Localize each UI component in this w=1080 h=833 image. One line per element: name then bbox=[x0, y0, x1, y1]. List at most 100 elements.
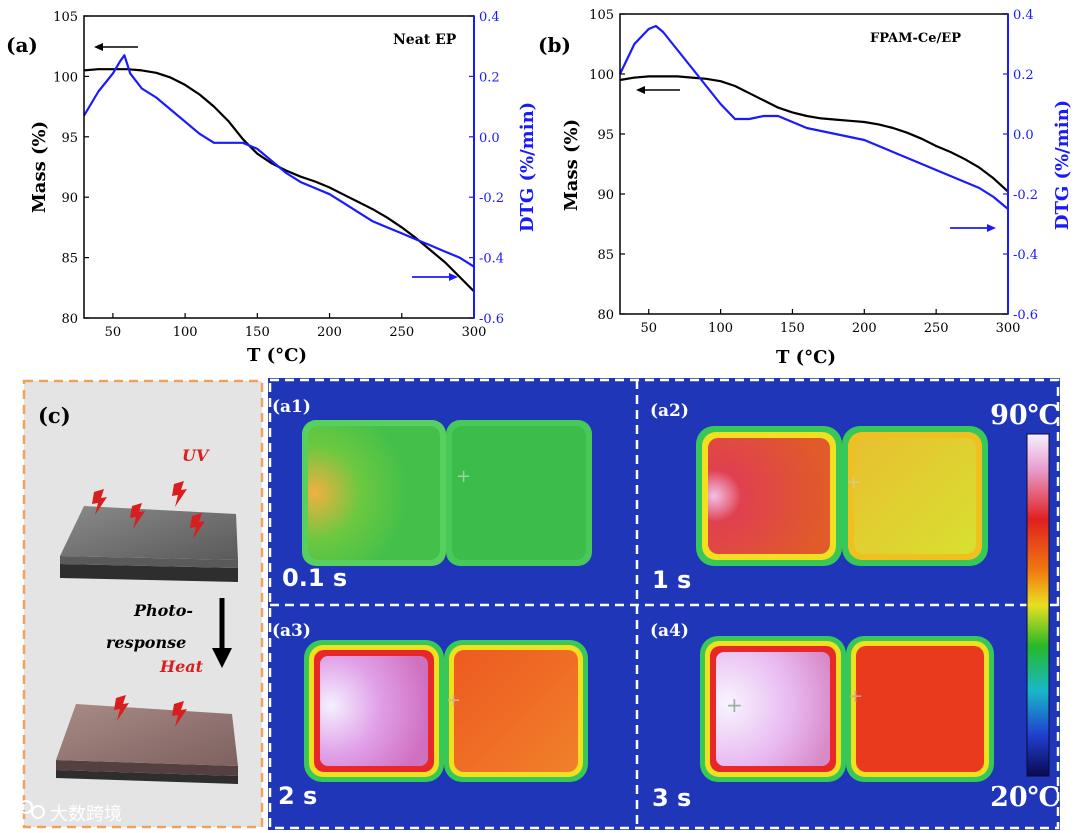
crosshair-icon: + bbox=[848, 686, 863, 707]
y2-tick-label: -0.4 bbox=[479, 252, 504, 267]
y-tick-label: 95 bbox=[61, 131, 78, 146]
chart-a-series bbox=[83, 54, 475, 293]
x-tick-label: 250 bbox=[389, 325, 414, 340]
x-tick-label: 250 bbox=[924, 321, 949, 336]
chart-a: (a) Neat EP Mass (%) DTG (%/min) T (°C) … bbox=[6, 10, 538, 366]
thermal-frame-a4: + + bbox=[700, 636, 994, 782]
chart-a-title: Neat EP bbox=[393, 32, 457, 48]
frame-id-a2: (a2) bbox=[650, 401, 689, 421]
photo-label-1: Photo- bbox=[133, 601, 193, 620]
photo-response-arrow bbox=[212, 598, 232, 668]
x-tick-label: 50 bbox=[105, 325, 122, 340]
series-line-dtg bbox=[83, 54, 475, 268]
y-tick-label: 80 bbox=[61, 312, 78, 327]
y2-tick-label: -0.4 bbox=[1013, 248, 1038, 263]
chart-b-xlabel: T (°C) bbox=[776, 347, 836, 368]
y-tick-label: 90 bbox=[597, 188, 614, 203]
colorbar-max: 90℃ bbox=[990, 400, 1060, 431]
y2-tick-label: -0.2 bbox=[1013, 188, 1038, 203]
x-tick-label: 100 bbox=[708, 321, 733, 336]
frame-time-a4: 3 s bbox=[652, 784, 691, 812]
thermal-grid: + + + bbox=[268, 378, 1060, 830]
bolt-icon bbox=[172, 481, 187, 507]
chart-a-ticks: 50 100 150 200 250 300 80 85 90 95 100 105 -0.6 -0.4 -… bbox=[53, 10, 504, 340]
watermark-text: 大数跨境 bbox=[50, 804, 122, 825]
y-tick-label: 105 bbox=[53, 10, 78, 25]
crosshair-icon: + bbox=[846, 472, 861, 493]
y-tick-label: 105 bbox=[589, 8, 614, 23]
y2-tick-label: 0.0 bbox=[1013, 128, 1034, 143]
thermal-frame-a2: + bbox=[696, 426, 988, 566]
chart-a-y2label: DTG (%/min) bbox=[517, 102, 538, 232]
uv-label: UV bbox=[182, 446, 210, 465]
x-tick-label: 300 bbox=[462, 325, 487, 340]
thermal-dividers bbox=[268, 378, 1060, 830]
colorbar-min: 20℃ bbox=[990, 782, 1060, 813]
slab-after bbox=[56, 704, 238, 784]
chart-a-xlabel: T (°C) bbox=[247, 345, 307, 366]
chart-a-arrow-right bbox=[412, 273, 458, 281]
series-line-mass bbox=[619, 75, 1009, 193]
panel-label-c: (c) bbox=[38, 403, 71, 428]
chart-b-frame bbox=[619, 13, 1009, 315]
series-line-mass bbox=[83, 68, 475, 293]
y-tick-label: 85 bbox=[61, 252, 78, 267]
y2-tick-label: 0.2 bbox=[479, 70, 500, 85]
bolt-icon bbox=[190, 513, 205, 539]
crosshair-icon: + bbox=[726, 693, 743, 717]
frame-id-a4: (a4) bbox=[650, 621, 689, 641]
bolt-icon bbox=[172, 701, 187, 727]
panel-label-a: (a) bbox=[6, 33, 38, 57]
frame-id-a1: (a1) bbox=[272, 397, 311, 417]
thermal-frame-a3: + bbox=[304, 640, 588, 782]
heat-bolts bbox=[114, 695, 187, 727]
x-tick-label: 200 bbox=[852, 321, 877, 336]
x-tick-label: 50 bbox=[640, 321, 657, 336]
crosshair-icon: + bbox=[446, 690, 461, 711]
watermark: 大数跨境 bbox=[7, 800, 122, 825]
x-tick-label: 300 bbox=[996, 321, 1021, 336]
y2-tick-label: -0.2 bbox=[479, 191, 504, 206]
chart-b-y2label: DTG (%/min) bbox=[1052, 100, 1073, 230]
series-line-dtg bbox=[619, 24, 1009, 210]
y-tick-label: 90 bbox=[61, 191, 78, 206]
y-tick-label: 100 bbox=[589, 68, 614, 83]
temperature-colorbar bbox=[1026, 433, 1050, 777]
y-tick-label: 85 bbox=[597, 248, 614, 263]
uv-bolts bbox=[92, 481, 205, 539]
x-tick-label: 200 bbox=[317, 325, 342, 340]
y-tick-label: 100 bbox=[53, 70, 78, 85]
chart-b-series bbox=[619, 24, 1009, 210]
slab-before bbox=[60, 506, 238, 582]
frame-time-a1: 0.1 s bbox=[282, 564, 347, 592]
chart-b: (b) FPAM-Ce/EP Mass (%) DTG (%/min) T (°… bbox=[538, 8, 1073, 368]
chart-b-arrow-right bbox=[950, 224, 996, 232]
y2-tick-label: -0.6 bbox=[479, 312, 504, 327]
y2-tick-label: 0.2 bbox=[1013, 68, 1034, 83]
y2-tick-label: 0.0 bbox=[479, 131, 500, 146]
bolt-icon bbox=[130, 503, 145, 529]
photo-label-2: response bbox=[106, 633, 186, 652]
heat-label: Heat bbox=[159, 657, 204, 676]
chart-b-title: FPAM-Ce/EP bbox=[870, 31, 961, 46]
bolt-icon bbox=[92, 489, 107, 515]
panel-label-b: (b) bbox=[538, 33, 571, 57]
x-tick-label: 100 bbox=[173, 325, 198, 340]
chart-a-arrow-left bbox=[94, 43, 138, 51]
y2-tick-label: 0.4 bbox=[1013, 8, 1034, 23]
y-tick-label: 80 bbox=[597, 308, 614, 323]
chart-b-arrow-left bbox=[636, 86, 680, 94]
x-tick-label: 150 bbox=[245, 325, 270, 340]
chart-b-ylabel: Mass (%) bbox=[561, 119, 582, 211]
y-tick-label: 95 bbox=[597, 128, 614, 143]
thermal-frame-a1: + bbox=[302, 420, 592, 566]
bolt-icon bbox=[114, 695, 129, 721]
chart-a-ylabel: Mass (%) bbox=[29, 121, 50, 213]
frame-time-a2: 1 s bbox=[652, 566, 691, 594]
watermark-logo-icon bbox=[7, 800, 45, 819]
chart-b-ticks: 50 100 150 200 250 300 80 85 90 95 100 105 -0.6 -0.4 -… bbox=[589, 8, 1038, 336]
y2-tick-label: 0.4 bbox=[479, 10, 500, 25]
frame-id-a3: (a3) bbox=[272, 621, 311, 641]
